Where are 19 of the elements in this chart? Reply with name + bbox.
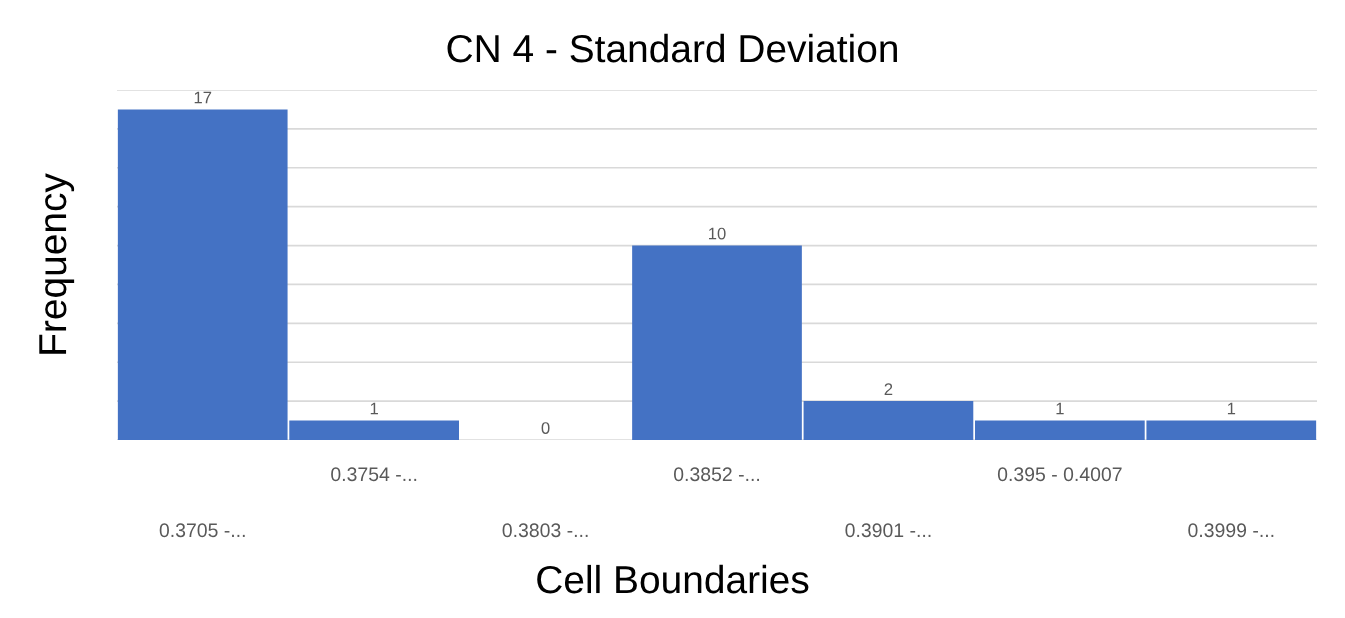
x-tick-label: 0.3901 -... [845, 523, 931, 538]
x-axis-title: Cell Boundaries [537, 564, 809, 594]
x-tick-label: 0.3754 -... [331, 467, 417, 482]
data-label: 1 [1227, 402, 1236, 415]
x-tick-label: 0.395 - 0.4007 [997, 467, 1122, 482]
x-tick-label: 0.3999 -... [1188, 523, 1274, 538]
y-axis-title: Frequency [39, 173, 75, 354]
data-label: 0 [541, 422, 550, 434]
data-label: 10 [709, 227, 726, 240]
data-label: 1 [1056, 402, 1064, 415]
data-label: 1 [370, 402, 378, 415]
x-tick-label: 0.3852 -... [673, 467, 760, 482]
bar [632, 245, 802, 440]
x-tick-label: 0.3705 -... [159, 523, 245, 538]
bar [803, 401, 974, 440]
data-label: 2 [884, 383, 893, 395]
data-label: 17 [194, 91, 212, 104]
x-tick-label: 0.3803 -... [502, 523, 588, 538]
chart-title: CN 4 - Standard Deviation [447, 33, 897, 63]
